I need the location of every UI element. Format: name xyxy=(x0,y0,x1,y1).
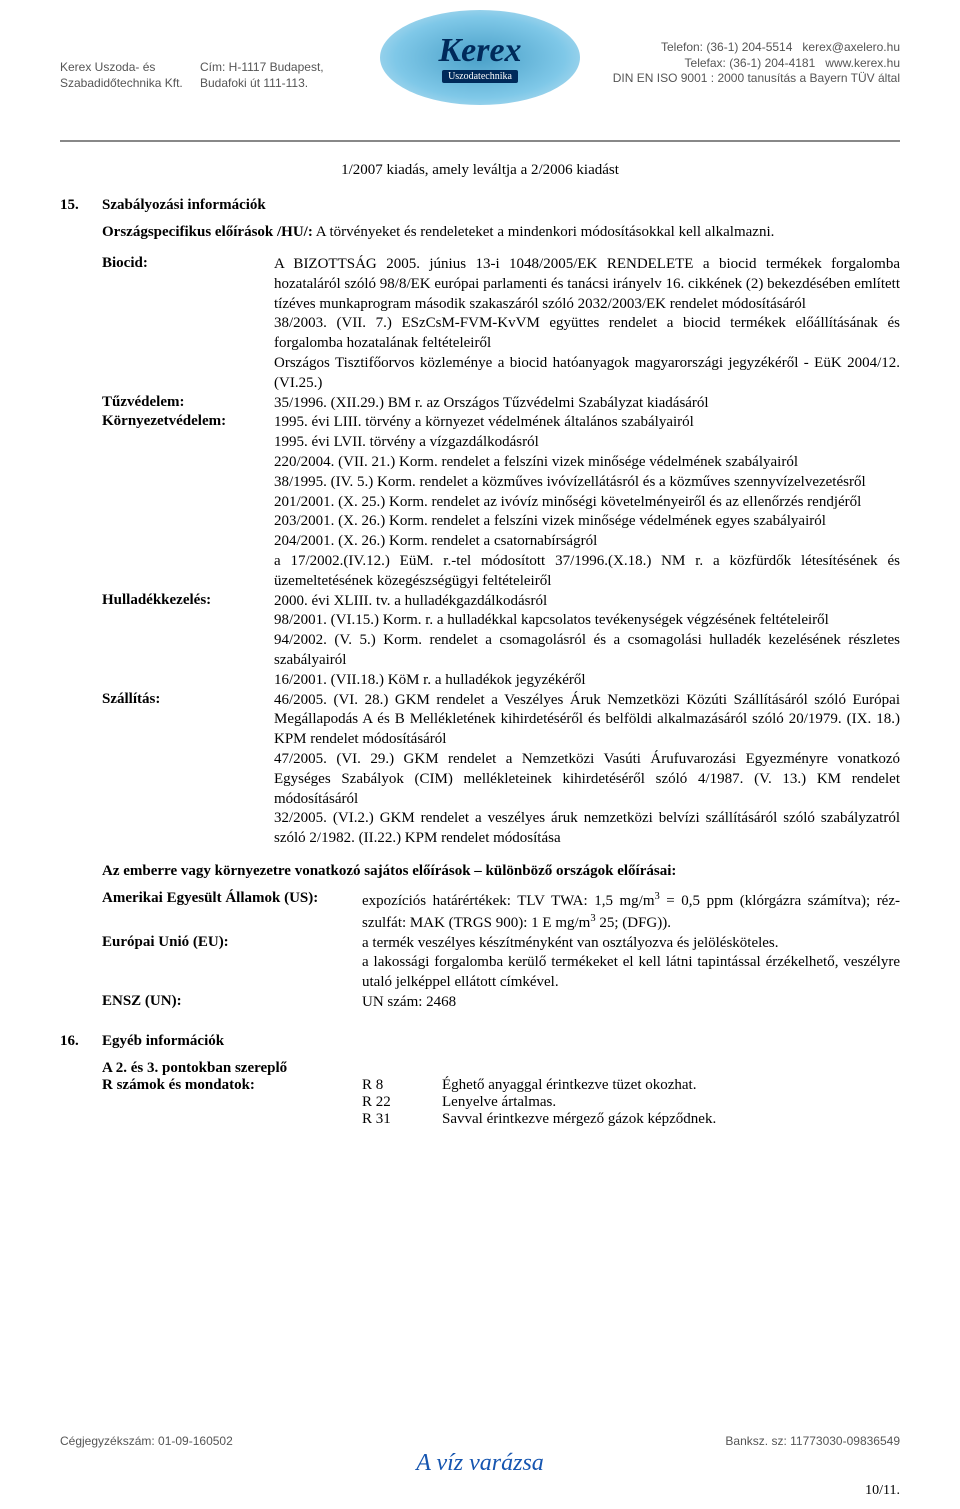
website: www.kerex.hu xyxy=(825,56,900,70)
section-number: 15. xyxy=(60,197,102,214)
row-kornyezet: Környezetvédelem: 1995. évi LIII. törvén… xyxy=(102,413,900,591)
company-address: Cím: H-1117 Budapest, Budafoki út 111-11… xyxy=(200,60,324,91)
section-title: Egyéb információk xyxy=(102,1033,224,1050)
page-number: 10/11. xyxy=(60,1483,900,1499)
section-number: 16. xyxy=(60,1033,102,1050)
subheading-special-rules: Az emberre vagy környezetre vonatkozó sa… xyxy=(102,863,900,880)
r31-code: R 31 xyxy=(362,1111,442,1128)
company-name: Kerex Uszoda- és Szabadidőtechnika Kft. xyxy=(60,60,183,91)
us-label: Amerikai Egyesült Államok (US): xyxy=(102,890,362,934)
company-line-1: Kerex Uszoda- és xyxy=(60,60,155,74)
logo: Kerex Uszodatechnika xyxy=(380,10,580,105)
country-text: A törvényeket és rendeleteket a mindenko… xyxy=(313,224,775,240)
footer-banner: A víz varázsa xyxy=(60,1450,900,1477)
bank-number: Banksz. sz: 11773030-09836549 xyxy=(725,1434,900,1448)
un-label: ENSZ (UN): xyxy=(102,993,362,1013)
korny-label: Környezetvédelem: xyxy=(102,413,274,591)
section-15-header: 15. Szabályozási információk xyxy=(60,197,900,214)
certification: DIN EN ISO 9001 : 2000 tanusítás a Bayer… xyxy=(613,71,900,85)
us-text: expozíciós határértékek: TLV TWA: 1,5 mg… xyxy=(362,890,900,934)
country-specific-line: Országspecifikus előírások /HU/: A törvé… xyxy=(102,224,900,241)
telephone: Telefon: (36-1) 204-5514 xyxy=(661,40,792,54)
section-title: Szabályozási információk xyxy=(102,197,266,214)
szall-label: Szállítás: xyxy=(102,691,274,849)
hull-text: 2000. évi XLIII. tv. a hulladékgazdálkod… xyxy=(274,592,900,691)
row-hulladek: Hulladékkezelés: 2000. évi XLIII. tv. a … xyxy=(102,592,900,691)
footer-line: Cégjegyzékszám: 01-09-160502 Banksz. sz:… xyxy=(60,1434,900,1448)
r8-text: Éghető anyaggal érintkezve tüzet okozhat… xyxy=(442,1077,900,1094)
regulations-table: Biocid: A BIZOTTSÁG 2005. június 13-i 10… xyxy=(102,255,900,849)
registration-number: Cégjegyzékszám: 01-09-160502 xyxy=(60,1434,233,1448)
r22-text: Lenyelve ártalmas. xyxy=(442,1094,900,1111)
r-row-31: R 31 Savval érintkezve mérgező gázok kép… xyxy=(102,1111,900,1128)
un-text: UN szám: 2468 xyxy=(362,993,900,1013)
us-text-1: expozíciós határértékek: TLV TWA: 1,5 mg… xyxy=(362,893,655,909)
logo-subtitle: Uszodatechnika xyxy=(442,70,518,83)
r31-text: Savval érintkezve mérgező gázok képződne… xyxy=(442,1111,900,1128)
r-head-row-1: A 2. és 3. pontokban szereplő xyxy=(102,1060,900,1077)
tuz-text: 35/1996. (XII.29.) BM r. az Országos Tűz… xyxy=(274,394,900,414)
company-line-2: Szabadidőtechnika Kft. xyxy=(60,76,183,90)
letterhead: Kerex Uszoda- és Szabadidőtechnika Kft. … xyxy=(60,0,900,142)
row-un: ENSZ (UN): UN szám: 2468 xyxy=(102,993,900,1013)
section-16-header: 16. Egyéb információk xyxy=(60,1033,900,1050)
email: kerex@axelero.hu xyxy=(802,40,900,54)
tuz-label: Tűzvédelem: xyxy=(102,394,274,414)
footer: Cégjegyzékszám: 01-09-160502 Banksz. sz:… xyxy=(60,1434,900,1499)
country-rules-table: Amerikai Egyesült Államok (US): expozíci… xyxy=(102,890,900,1013)
page: Kerex Uszoda- és Szabadidőtechnika Kft. … xyxy=(0,0,960,1509)
szall-text: 46/2005. (VI. 28.) GKM rendelet a Veszél… xyxy=(274,691,900,849)
r-head-2: R számok és mondatok: xyxy=(102,1077,362,1094)
contact-block: Telefon: (36-1) 204-5514 kerex@axelero.h… xyxy=(613,40,900,87)
row-eu: Európai Unió (EU): a termék veszélyes ké… xyxy=(102,934,900,993)
biocid-label: Biocid: xyxy=(102,255,274,394)
row-tuzvedelem: Tűzvédelem: 35/1996. (XII.29.) BM r. az … xyxy=(102,394,900,414)
row-szallitas: Szállítás: 46/2005. (VI. 28.) GKM rendel… xyxy=(102,691,900,849)
r-phrases-table: A 2. és 3. pontokban szereplő R számok é… xyxy=(102,1060,900,1128)
address-line-1: Cím: H-1117 Budapest, xyxy=(200,60,324,74)
eu-text: a termék veszélyes készítményként van os… xyxy=(362,934,900,993)
hull-label: Hulladékkezelés: xyxy=(102,592,274,691)
r-row-8: R számok és mondatok: R 8 Éghető anyagga… xyxy=(102,1077,900,1094)
country-prefix: Országspecifikus előírások /HU/: xyxy=(102,224,313,240)
issue-line: 1/2007 kiadás, amely leváltja a 2/2006 k… xyxy=(60,162,900,179)
row-biocid: Biocid: A BIZOTTSÁG 2005. június 13-i 10… xyxy=(102,255,900,394)
biocid-text: A BIZOTTSÁG 2005. június 13-i 1048/2005/… xyxy=(274,255,900,394)
r-row-22: R 22 Lenyelve ártalmas. xyxy=(102,1094,900,1111)
eu-label: Európai Unió (EU): xyxy=(102,934,362,993)
logo-brand: Kerex xyxy=(438,32,521,70)
korny-text: 1995. évi LIII. törvény a környezet véde… xyxy=(274,413,900,591)
address-line-2: Budafoki út 111-113. xyxy=(200,76,308,90)
fax: Telefax: (36-1) 204-4181 xyxy=(685,56,816,70)
row-us: Amerikai Egyesült Államok (US): expozíci… xyxy=(102,890,900,934)
r8-code: R 8 xyxy=(362,1077,442,1094)
r-head-1: A 2. és 3. pontokban szereplő xyxy=(102,1060,362,1077)
r22-code: R 22 xyxy=(362,1094,442,1111)
us-text-3: 25; (DFG)). xyxy=(596,915,671,931)
